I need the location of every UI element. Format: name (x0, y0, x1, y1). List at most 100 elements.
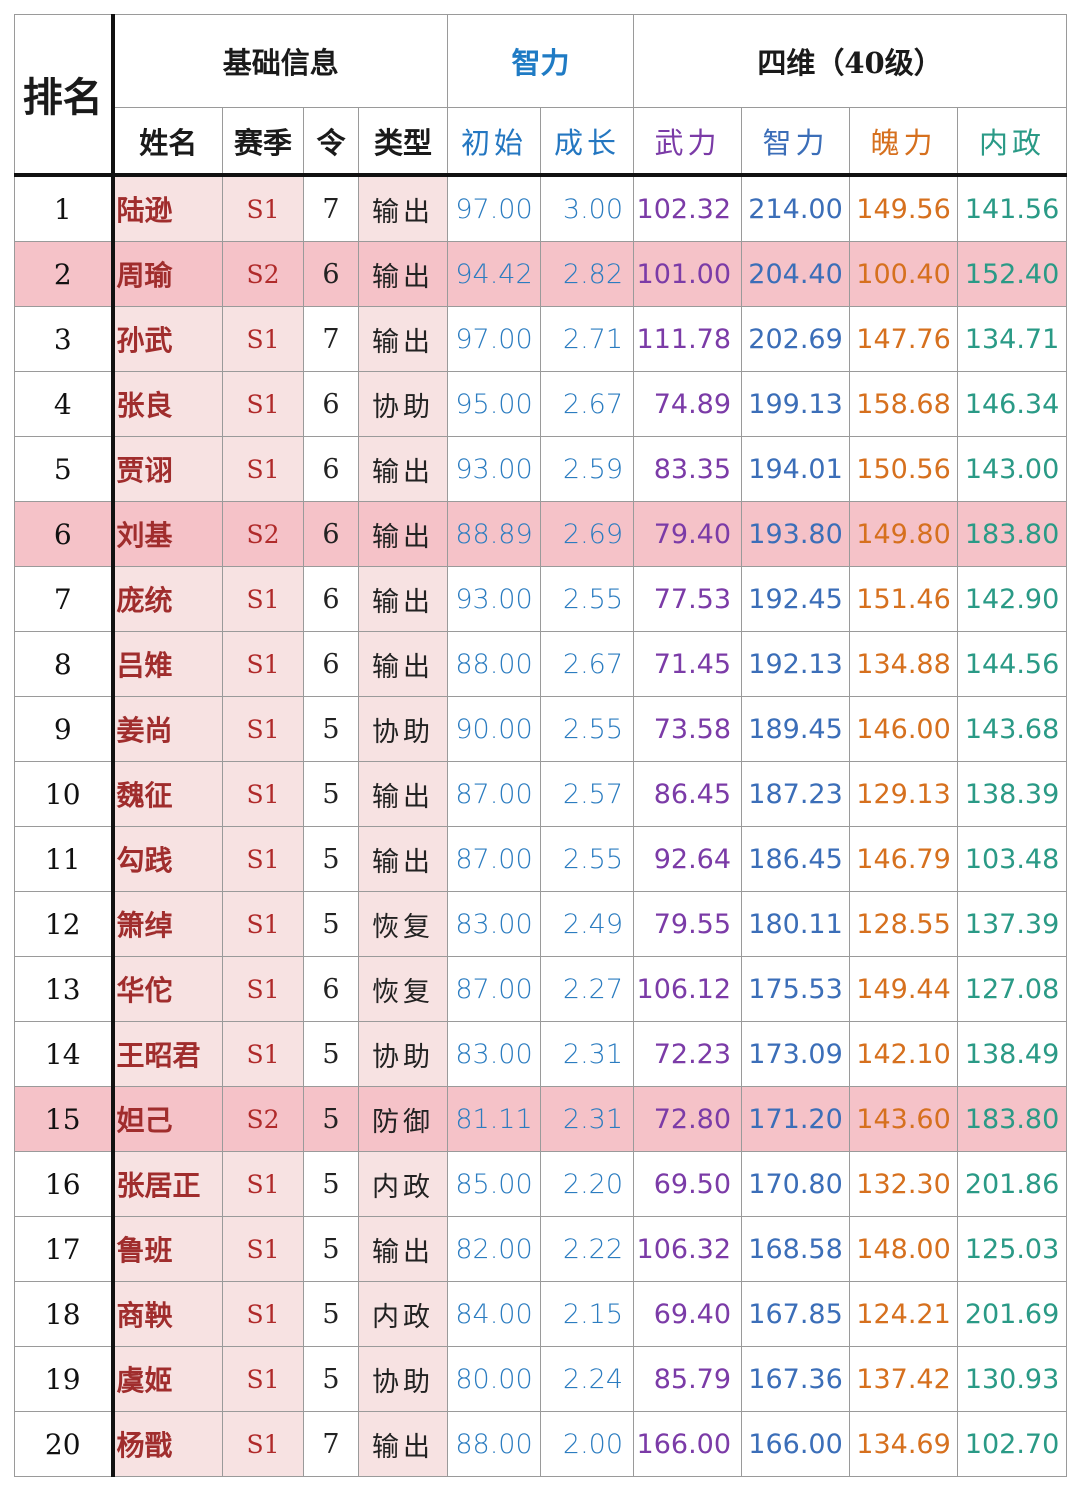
initial-zhili-cell: 81.11 (447, 1086, 542, 1152)
season-cell: S1 (222, 174, 304, 242)
ling-cell: 5 (303, 1216, 359, 1282)
wuli-cell: 69.50 (633, 1151, 743, 1217)
season-cell: S1 (222, 696, 304, 762)
ling-cell: 5 (303, 1346, 359, 1412)
growth-zhili-cell: 2.55 (540, 826, 635, 892)
season-cell: S1 (222, 826, 304, 892)
initial-zhili-cell: 83.00 (447, 891, 542, 957)
growth-zhili-cell: 2.20 (540, 1151, 635, 1217)
zhili-cell: 175.53 (741, 956, 851, 1022)
initial-zhili-cell: 84.00 (447, 1281, 542, 1347)
type-cell: 协助 (357, 371, 449, 437)
poli-cell: 149.44 (849, 956, 959, 1022)
ranking-table: 排名 基础信息 智力 四维（40级） 姓名 赛季 令 类型 初始 成长 武力 智… (14, 14, 1068, 1477)
name-cell: 陆逊 (112, 174, 223, 242)
poli-cell: 150.56 (849, 436, 959, 502)
zhili-cell: 204.40 (741, 241, 851, 307)
header-ling: 令 (303, 107, 359, 177)
neizheng-cell: 144.56 (957, 631, 1068, 697)
ling-cell: 6 (303, 436, 359, 502)
rank-cell: 6 (14, 501, 115, 567)
wuli-cell: 72.80 (633, 1086, 743, 1152)
table-row: 13 华佗 S1 6 恢复 87.00 2.27 106.12 175.53 149.44 127.… (14, 956, 1068, 1022)
poli-cell: 128.55 (849, 891, 959, 957)
type-cell: 恢复 (357, 956, 449, 1022)
table-row: 2 周瑜 S2 6 输出 94.42 2.82 101.00 204.40 100.40 152.4… (14, 241, 1068, 307)
neizheng-cell: 201.69 (957, 1281, 1068, 1347)
ling-cell: 5 (303, 761, 359, 827)
growth-zhili-cell: 2.22 (540, 1216, 635, 1282)
wuli-cell: 79.55 (633, 891, 743, 957)
poli-cell: 148.00 (849, 1216, 959, 1282)
header-poli: 魄力 (849, 107, 959, 177)
header-neizheng: 内政 (957, 107, 1068, 177)
season-cell: S1 (222, 371, 304, 437)
zhili-cell: 186.45 (741, 826, 851, 892)
zhili-cell: 194.01 (741, 436, 851, 502)
season-cell: S1 (222, 1151, 304, 1217)
neizheng-cell: 130.93 (957, 1346, 1068, 1412)
zhili-cell: 167.36 (741, 1346, 851, 1412)
poli-cell: 134.88 (849, 631, 959, 697)
ling-cell: 6 (303, 241, 359, 307)
season-cell: S1 (222, 1021, 304, 1087)
table-row: 9 姜尚 S1 5 协助 90.00 2.55 73.58 189.45 146.00 143.68 (14, 696, 1068, 762)
growth-zhili-cell: 3.00 (540, 174, 635, 242)
name-cell: 杨戬 (112, 1411, 223, 1477)
type-cell: 协助 (357, 696, 449, 762)
neizheng-cell: 183.80 (957, 1086, 1068, 1152)
type-cell: 内政 (357, 1281, 449, 1347)
ling-cell: 6 (303, 501, 359, 567)
name-cell: 张良 (112, 371, 223, 437)
table-row: 12 箫绰 S1 5 恢复 83.00 2.49 79.55 180.11 128.55 137.3… (14, 891, 1068, 957)
neizheng-cell: 125.03 (957, 1216, 1068, 1282)
name-cell: 华佗 (112, 956, 223, 1022)
type-cell: 输出 (357, 436, 449, 502)
poli-cell: 137.42 (849, 1346, 959, 1412)
header-wuli: 武力 (633, 107, 743, 177)
rank-cell: 1 (14, 174, 115, 242)
ling-cell: 5 (303, 696, 359, 762)
wuli-cell: 77.53 (633, 566, 743, 632)
neizheng-cell: 183.80 (957, 501, 1068, 567)
zhili-cell: 192.45 (741, 566, 851, 632)
growth-zhili-cell: 2.27 (540, 956, 635, 1022)
table-row: 5 贾诩 S1 6 输出 93.00 2.59 83.35 194.01 150.56 143.00 (14, 436, 1068, 502)
zhili-cell: 173.09 (741, 1021, 851, 1087)
neizheng-cell: 127.08 (957, 956, 1068, 1022)
rank-cell: 11 (14, 826, 115, 892)
table-row: 6 刘基 S2 6 输出 88.89 2.69 79.40 193.80 149.80 183.80 (14, 501, 1068, 567)
season-cell: S1 (222, 631, 304, 697)
season-cell: S1 (222, 956, 304, 1022)
zhili-cell: 171.20 (741, 1086, 851, 1152)
poli-cell: 142.10 (849, 1021, 959, 1087)
ling-cell: 6 (303, 566, 359, 632)
rank-cell: 8 (14, 631, 115, 697)
table-row: 7 庞统 S1 6 输出 93.00 2.55 77.53 192.45 151.46 142.90 (14, 566, 1068, 632)
growth-zhili-cell: 2.69 (540, 501, 635, 567)
name-cell: 吕雉 (112, 631, 223, 697)
growth-zhili-cell: 2.31 (540, 1021, 635, 1087)
ranking-table-container: 排名 基础信息 智力 四维（40级） 姓名 赛季 令 类型 初始 成长 武力 智… (14, 14, 1068, 1477)
neizheng-cell: 138.49 (957, 1021, 1068, 1087)
poli-cell: 146.79 (849, 826, 959, 892)
name-cell: 妲己 (112, 1086, 223, 1152)
wuli-cell: 73.58 (633, 696, 743, 762)
name-cell: 张居正 (112, 1151, 223, 1217)
initial-zhili-cell: 97.00 (447, 174, 542, 242)
initial-zhili-cell: 93.00 (447, 566, 542, 632)
name-cell: 周瑜 (112, 241, 223, 307)
table-row: 3 孙武 S1 7 输出 97.00 2.71 111.78 202.69 147.76 134.7… (14, 306, 1068, 372)
initial-zhili-cell: 88.00 (447, 1411, 542, 1477)
name-cell: 刘基 (112, 501, 223, 567)
wuli-cell: 85.79 (633, 1346, 743, 1412)
type-cell: 内政 (357, 1151, 449, 1217)
growth-zhili-cell: 2.15 (540, 1281, 635, 1347)
wuli-cell: 86.45 (633, 761, 743, 827)
growth-zhili-cell: 2.24 (540, 1346, 635, 1412)
neizheng-cell: 143.68 (957, 696, 1068, 762)
name-cell: 虞姬 (112, 1346, 223, 1412)
ling-cell: 5 (303, 1281, 359, 1347)
wuli-cell: 101.00 (633, 241, 743, 307)
rank-cell: 17 (14, 1216, 115, 1282)
